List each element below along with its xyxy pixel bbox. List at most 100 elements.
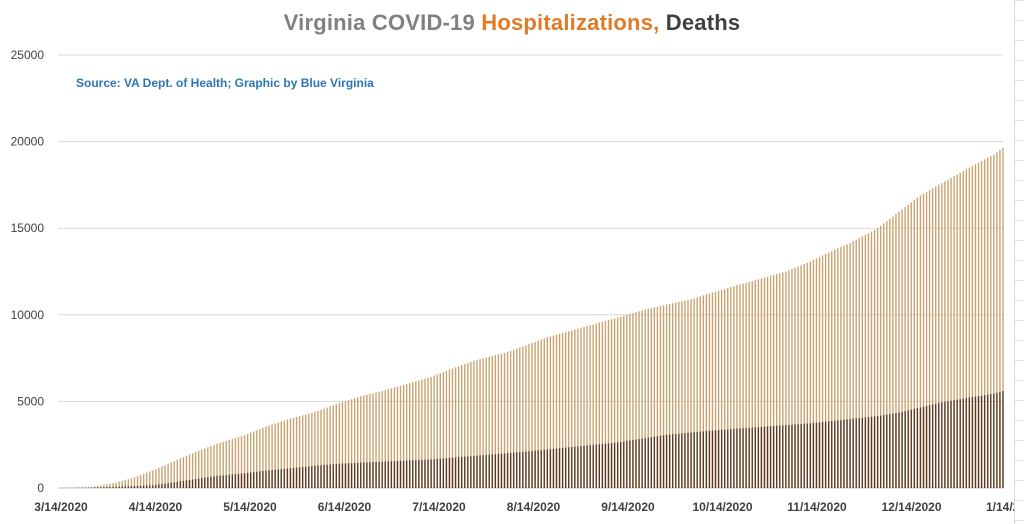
deaths-bar [971,397,974,488]
deaths-bar [430,459,432,488]
deaths-bar [720,429,723,488]
hospitalizations-bar [574,329,576,488]
hospitalizations-bar [525,345,527,488]
hospitalizations-bar [222,441,224,488]
deaths-bar [531,451,533,488]
hospitalizations-bar [849,242,851,488]
hospitalizations-bar [876,228,879,488]
hospitalizations-bar [717,290,720,488]
hospitalizations-bar [977,162,980,488]
deaths-bar [503,453,506,488]
deaths-bar [803,423,805,488]
hospitalizations-bar [668,303,671,488]
deaths-bar [910,409,912,488]
deaths-bar [987,394,989,488]
deaths-bar [338,463,341,488]
deaths-bar [779,425,781,488]
hospitalizations-bar [821,255,824,488]
deaths-bar [974,396,977,488]
hospitalizations-bar [197,450,200,488]
hospitalizations-bar [980,161,983,488]
deaths-bar [353,463,356,488]
deaths-bar [620,442,622,488]
hospitalizations-bar [494,355,497,488]
deaths-bar [760,426,763,488]
hospitalizations-bar [277,422,279,488]
deaths-bar [393,461,396,488]
hospitalizations-bar [207,447,209,488]
hospitalizations-bar [592,324,594,488]
deaths-bar [519,452,521,488]
deaths-bar [280,469,282,488]
deaths-bar [577,446,579,488]
deaths-bar [259,471,261,488]
hospitalizations-bar [381,391,383,488]
deaths-bar [647,437,649,488]
hospitalizations-bar [623,315,625,488]
x-tick-label: 6/14/2020 [318,500,372,514]
hospitalizations-bar [363,395,365,488]
deaths-bar [381,461,383,488]
hospitalizations-bar [531,343,533,488]
deaths-bar [326,464,328,488]
deaths-bar [895,413,897,488]
hospitalizations-bar [360,396,362,488]
hospitalizations-bar [308,413,310,488]
deaths-bar [739,428,741,488]
deaths-bar [402,460,405,488]
deaths-bar [265,470,267,488]
hospitalizations-bar [558,333,561,488]
hospitalizations-bar [879,225,882,488]
deaths-bar [118,486,120,488]
hospitalizations-bar [97,485,99,488]
deaths-bar [864,417,867,488]
deaths-bar [806,423,808,488]
deaths-bar [592,444,594,488]
hospitalizations-bar [188,454,191,488]
deaths-bar [870,416,873,488]
hospitalizations-bar [240,436,243,488]
deaths-bar [702,431,704,488]
deaths-bar [672,434,674,488]
hospitalizations-bar [950,177,952,488]
deaths-bar [785,425,787,488]
hospitalizations-bar [901,209,903,488]
hospitalizations-bar [436,374,438,488]
hospitalizations-bar [895,214,897,488]
deaths-bar [907,410,909,488]
hospitalizations-bar [519,347,521,488]
deaths-bar [604,443,607,488]
hospitalizations-bar [158,467,160,488]
hospitalizations-bar [983,159,986,488]
deaths-bar [742,428,744,488]
deaths-bar [776,425,778,488]
hospitalizations-bar [892,216,894,488]
deaths-bar [473,455,475,488]
deaths-bar [681,433,683,488]
hospitalizations-bar [424,378,426,488]
hospitalizations-bar [133,477,136,488]
hospitalizations-bar [418,380,420,488]
hospitalizations-bar [665,304,668,488]
hospitalizations-bar [702,295,704,488]
deaths-bar [289,468,292,488]
deaths-bar [467,456,469,488]
hospitalizations-bar [962,171,964,489]
deaths-bar [115,486,117,488]
deaths-bar [451,457,454,488]
hospitalizations-bar [341,402,344,488]
deaths-bar [571,446,573,488]
hospitalizations-bar [256,430,258,488]
y-tick-label: 20000 [11,135,45,149]
deaths-bar [983,395,986,488]
hospitalizations-bar [818,256,821,488]
hospitalizations-bar [736,285,738,488]
hospitalizations-bar [289,418,292,488]
deaths-bar [824,421,827,488]
hospitalizations-bar [913,199,915,489]
deaths-bar [711,430,714,488]
hospitalizations-bar [301,415,304,488]
hospitalizations-bar [953,176,955,489]
hospitalizations-bar [185,455,188,488]
hospitalizations-bar [274,423,276,488]
